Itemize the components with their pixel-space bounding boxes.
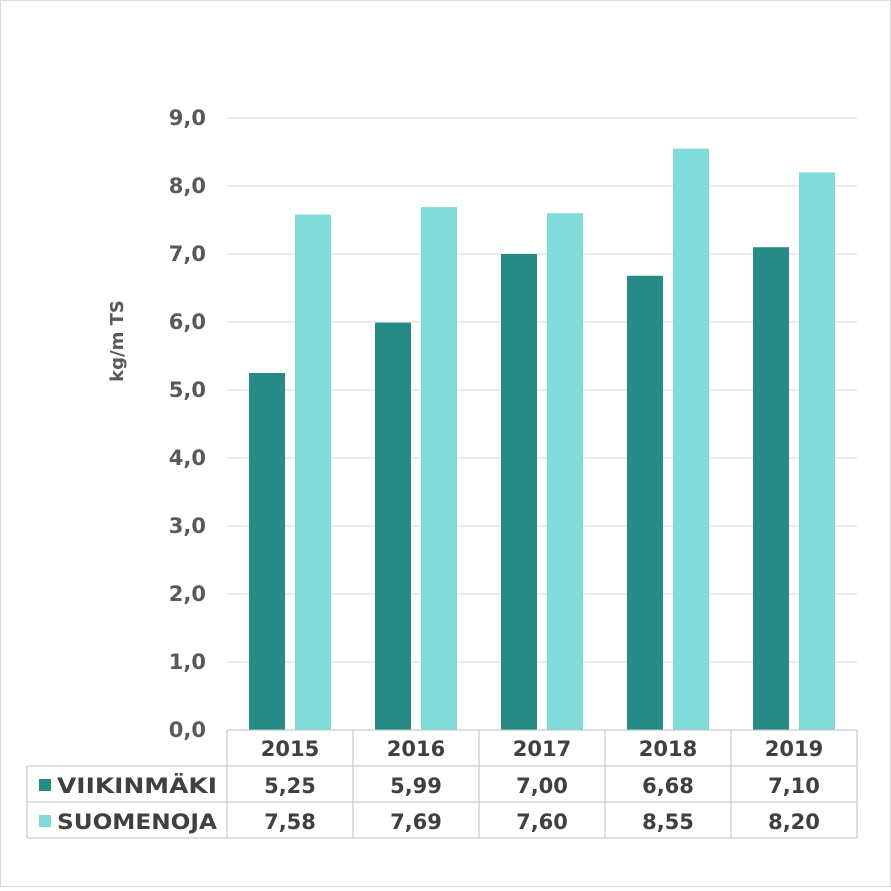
data-label: 6,68: [642, 774, 694, 798]
y-axis-ticks: 0,0 1,0 2,0 3,0 4,0 5,0 6,0 7,0 8,0 9,0: [169, 106, 206, 742]
data-label: 8,55: [642, 810, 694, 834]
legend-swatch: [39, 779, 51, 791]
y-tick-label: 3,0: [169, 514, 206, 538]
y-tick-label: 0,0: [169, 718, 206, 742]
bar-viikinm-ki-2017: [501, 254, 537, 730]
data-label: 7,58: [264, 810, 316, 834]
y-tick-label: 4,0: [169, 446, 206, 470]
data-label: 5,99: [390, 774, 442, 798]
y-axis-label: kg/m TS: [107, 300, 128, 382]
x-tick-label: 2018: [639, 737, 697, 761]
y-tick-label: 5,0: [169, 378, 206, 402]
bar-viikinm-ki-2016: [375, 322, 411, 730]
bar-viikinm-ki-2019: [753, 247, 789, 730]
data-label: 7,10: [768, 774, 820, 798]
bar-suomenoja-2017: [547, 213, 583, 730]
legend-label: SUOMENOJA: [57, 810, 218, 834]
data-label: 7,60: [516, 810, 568, 834]
bars: [249, 148, 835, 731]
y-tick-label: 2,0: [169, 582, 206, 606]
x-tick-label: 2017: [513, 737, 571, 761]
bar-suomenoja-2019: [799, 172, 835, 730]
bar-suomenoja-2018: [673, 148, 709, 731]
y-tick-label: 9,0: [169, 106, 206, 130]
y-tick-label: 6,0: [169, 310, 206, 334]
x-tick-label: 2019: [765, 737, 823, 761]
data-label: 8,20: [768, 810, 820, 834]
data-label: 7,00: [516, 774, 568, 798]
data-table: 2015 2016 2017 2018 2019 VIIKINMÄKI 5,25 5,99 7,…: [26, 729, 858, 839]
bar-viikinm-ki-2015: [249, 373, 285, 730]
data-label: 7,69: [390, 810, 442, 834]
data-label: 5,25: [264, 774, 316, 798]
x-tick-label: 2016: [387, 737, 445, 761]
x-tick-label: 2015: [261, 737, 319, 761]
bar-suomenoja-2015: [295, 214, 331, 730]
y-tick-label: 1,0: [169, 650, 206, 674]
bar-viikinm-ki-2018: [627, 275, 663, 730]
legend-label: VIIKINMÄKI: [57, 773, 217, 798]
bar-suomenoja-2016: [421, 207, 457, 730]
y-tick-label: 7,0: [169, 242, 206, 266]
legend-swatch: [39, 815, 51, 827]
y-tick-label: 8,0: [169, 174, 206, 198]
gridlines: [227, 117, 857, 731]
